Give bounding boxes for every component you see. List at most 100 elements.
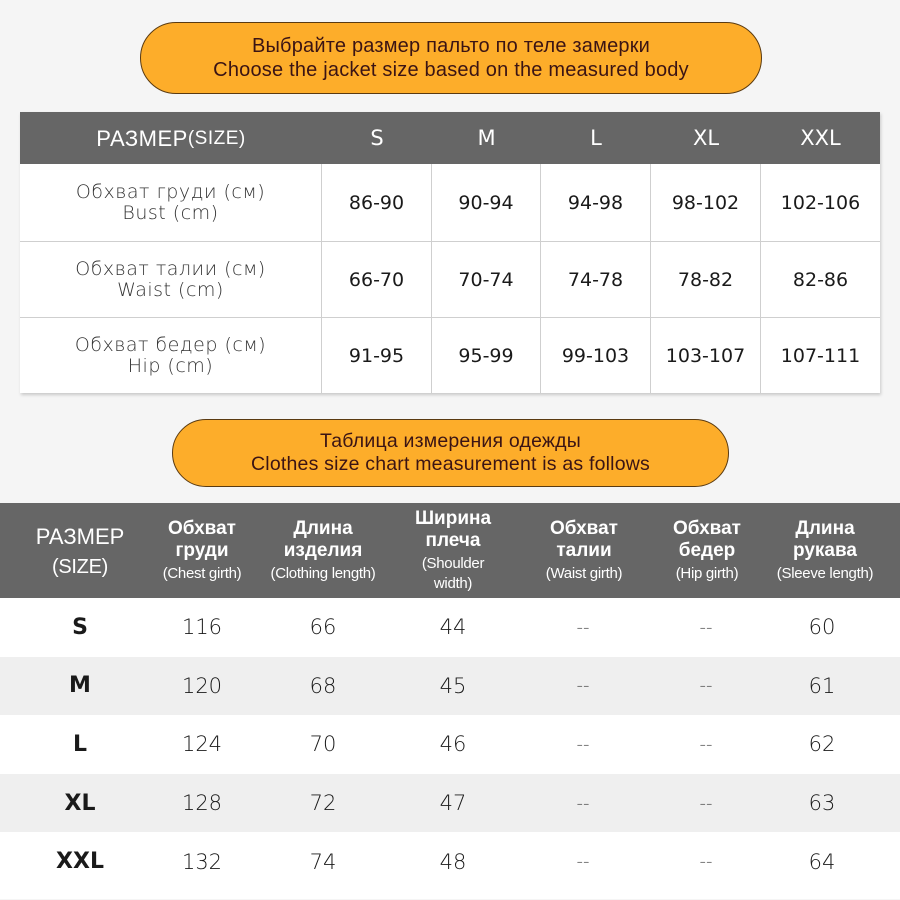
waist-cell: -- bbox=[576, 851, 590, 873]
header-en: (Sleeve length) bbox=[776, 564, 874, 582]
body-size-table: РАЗМЕР (SIZE) S M L XL XXL Обхват груди (… bbox=[20, 112, 880, 393]
header-ru: Обхват bbox=[550, 517, 618, 539]
chest-cell: 120 bbox=[181, 673, 223, 698]
header-hip-girth: Обхват бедер (Hip girth) bbox=[664, 503, 750, 598]
table-row: S 116 66 44 -- -- 60 bbox=[0, 598, 900, 657]
size-cell: M bbox=[69, 673, 91, 699]
header-en: (SIZE) bbox=[52, 555, 108, 578]
table-header-row: РАЗМЕР (SIZE) S M L XL XXL bbox=[20, 112, 880, 164]
header-en: (Chest girth) bbox=[162, 564, 242, 582]
hip-cell: -- bbox=[699, 792, 713, 814]
size-header-xl: XL bbox=[692, 126, 720, 150]
banner-text-en: Choose the jacket size based on the meas… bbox=[213, 59, 689, 81]
sleeve-cell: 61 bbox=[808, 673, 836, 698]
waist-cell: -- bbox=[576, 792, 590, 814]
measurement-chart-banner: Таблица измерения одежды Clothes size ch… bbox=[172, 419, 729, 487]
size-header-sub: (SIZE) bbox=[187, 127, 246, 149]
length-cell: 68 bbox=[309, 673, 337, 698]
header-en: (Clothing length) bbox=[270, 564, 376, 582]
header-sleeve-length: Длина рукава (Sleeve length) bbox=[750, 503, 900, 598]
row-label: Обхват груди (см) Bust (cm) bbox=[20, 164, 322, 242]
table-row: L 124 70 46 -- -- 62 bbox=[0, 715, 900, 774]
header-ru: Длина bbox=[293, 517, 353, 539]
shoulder-cell: 44 bbox=[439, 615, 467, 640]
hip-cell: -- bbox=[699, 675, 713, 697]
header-ru: плеча bbox=[425, 529, 481, 551]
waist-row: Обхват талии (см) Waist (cm) 66-70 70-74… bbox=[20, 242, 880, 318]
value-cell: 82-86 bbox=[761, 242, 880, 318]
length-cell: 66 bbox=[309, 615, 337, 640]
length-cell: 70 bbox=[309, 732, 337, 757]
header-ru: Обхват bbox=[673, 517, 741, 539]
value-cell: 98-102 bbox=[651, 164, 761, 242]
size-header-m: M bbox=[477, 126, 496, 150]
header-waist-girth: Обхват талии (Waist girth) bbox=[504, 503, 664, 598]
value-cell: 103-107 bbox=[651, 318, 761, 393]
size-cell: L bbox=[72, 731, 88, 757]
header-ru: Длина bbox=[795, 517, 855, 539]
shoulder-cell: 45 bbox=[439, 673, 467, 698]
shoulder-cell: 48 bbox=[439, 849, 467, 874]
sleeve-cell: 63 bbox=[808, 791, 836, 816]
garment-measurement-table: РАЗМЕР (SIZE) Обхват груди (Chest girth)… bbox=[0, 503, 900, 899]
value-cell: 78-82 bbox=[651, 242, 761, 318]
size-header-main: РАЗМЕР bbox=[96, 125, 188, 151]
header-shoulder-width: Ширина плеча (Shoulder width) bbox=[402, 503, 504, 598]
value-cell: 66-70 bbox=[322, 242, 432, 318]
size-header-l: L bbox=[590, 126, 602, 150]
hip-cell: -- bbox=[699, 733, 713, 755]
waist-cell: -- bbox=[576, 616, 590, 638]
banner-text-ru: Таблица измерения одежды bbox=[320, 430, 581, 452]
value-cell: 74-78 bbox=[541, 242, 651, 318]
header-ru: рукава bbox=[793, 539, 857, 561]
shoulder-cell: 46 bbox=[439, 732, 467, 757]
header-en: (Waist girth) bbox=[545, 564, 623, 582]
header-en: (Hip girth) bbox=[675, 564, 739, 582]
header-ru: талии bbox=[556, 539, 612, 561]
row-label: Обхват бедер (см) Hip (cm) bbox=[20, 318, 322, 393]
header-ru: Ширина bbox=[414, 507, 492, 529]
hip-cell: -- bbox=[699, 851, 713, 873]
size-cell: S bbox=[72, 614, 88, 640]
table-row: M 120 68 45 -- -- 61 bbox=[0, 656, 900, 716]
value-cell: 95-99 bbox=[432, 318, 541, 393]
row-label-ru: Обхват бедер (см) bbox=[74, 333, 267, 356]
chest-cell: 124 bbox=[181, 732, 223, 757]
size-header-s: S bbox=[370, 126, 384, 150]
value-cell: 70-74 bbox=[432, 242, 541, 318]
waist-cell: -- bbox=[576, 675, 590, 697]
row-label-en: Hip (cm) bbox=[127, 354, 214, 377]
length-cell: 74 bbox=[309, 849, 337, 874]
sleeve-cell: 62 bbox=[808, 732, 836, 757]
table-row: XXL 132 74 48 -- -- 64 bbox=[0, 832, 900, 891]
size-column-header: РАЗМЕР (SIZE) bbox=[20, 112, 322, 164]
bust-row: Обхват груди (см) Bust (cm) 86-90 90-94 … bbox=[20, 164, 880, 242]
value-cell: 102-106 bbox=[761, 164, 880, 242]
value-cell: 86-90 bbox=[322, 164, 432, 242]
chest-cell: 132 bbox=[181, 849, 223, 874]
header-en: (Shoulder width) bbox=[421, 554, 485, 592]
header-clothing-length: Длина изделия (Clothing length) bbox=[244, 503, 402, 598]
header-ru: Обхват bbox=[168, 517, 236, 539]
hip-row: Обхват бедер (см) Hip (cm) 91-95 95-99 9… bbox=[20, 318, 880, 393]
header-size: РАЗМЕР (SIZE) bbox=[0, 503, 160, 598]
row-label-ru: Обхват талии (см) bbox=[75, 257, 266, 280]
header-ru: груди bbox=[175, 539, 229, 561]
chest-cell: 128 bbox=[181, 791, 223, 816]
value-cell: 99-103 bbox=[541, 318, 651, 393]
waist-cell: -- bbox=[576, 733, 590, 755]
table-bottom-padding bbox=[0, 890, 900, 899]
row-label-en: Bust (cm) bbox=[122, 201, 219, 224]
sleeve-cell: 60 bbox=[808, 615, 836, 640]
length-cell: 72 bbox=[309, 791, 337, 816]
value-cell: 107-111 bbox=[780, 344, 861, 367]
value-cell: 91-95 bbox=[322, 318, 432, 393]
value-cell: 90-94 bbox=[432, 164, 541, 242]
sleeve-cell: 64 bbox=[808, 849, 836, 874]
banner-text-ru: Выбрайте размер пальто по теле замерки bbox=[251, 35, 651, 57]
header-ru: бедер bbox=[678, 539, 736, 561]
shoulder-cell: 47 bbox=[439, 791, 467, 816]
size-cell: XXL bbox=[56, 849, 104, 875]
value-cell: 94-98 bbox=[541, 164, 651, 242]
size-cell: XL bbox=[64, 790, 96, 816]
